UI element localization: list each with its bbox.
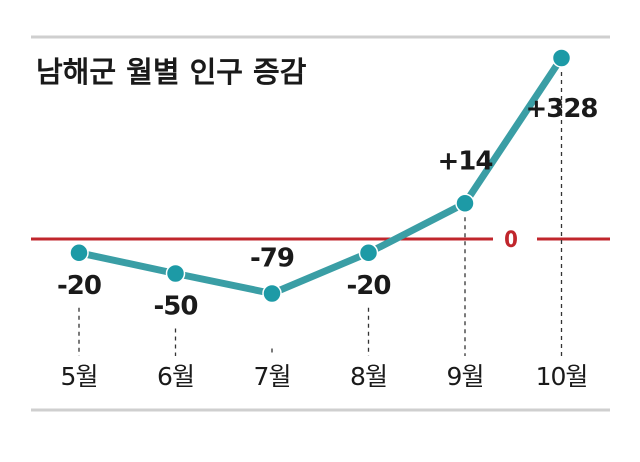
series-line-group	[75, 54, 565, 298]
value-label: -50	[154, 292, 198, 322]
data-points	[69, 48, 572, 304]
value-labels: -20 -50 -79 -20 +14 +328	[57, 94, 599, 322]
data-point	[165, 263, 186, 284]
value-label: -79	[250, 244, 294, 274]
zero-baseline-group: 0	[31, 228, 610, 253]
x-tick-label: 6월	[157, 362, 194, 391]
data-point	[262, 283, 282, 304]
data-point	[455, 193, 475, 214]
zero-label: 0	[504, 228, 518, 253]
x-tick-label: 5월	[61, 362, 98, 391]
data-point	[551, 48, 572, 68]
data-point	[358, 243, 379, 263]
x-tick-label: 9월	[447, 362, 484, 391]
value-label: -20	[57, 271, 101, 301]
x-axis-ticks: 5월 6월 7월 8월 9월 10월	[61, 362, 589, 391]
value-label: +328	[525, 94, 597, 124]
x-tick-label: 10월	[536, 362, 588, 391]
series-line	[75, 54, 565, 298]
data-point	[69, 243, 89, 263]
value-label: +14	[438, 146, 493, 176]
value-label: -20	[347, 271, 391, 301]
chart-title: 남해군 월별 인구 증감	[36, 55, 307, 89]
x-tick-label: 7월	[254, 362, 291, 391]
x-tick-label: 8월	[350, 362, 387, 391]
leader-lines	[78, 72, 563, 356]
